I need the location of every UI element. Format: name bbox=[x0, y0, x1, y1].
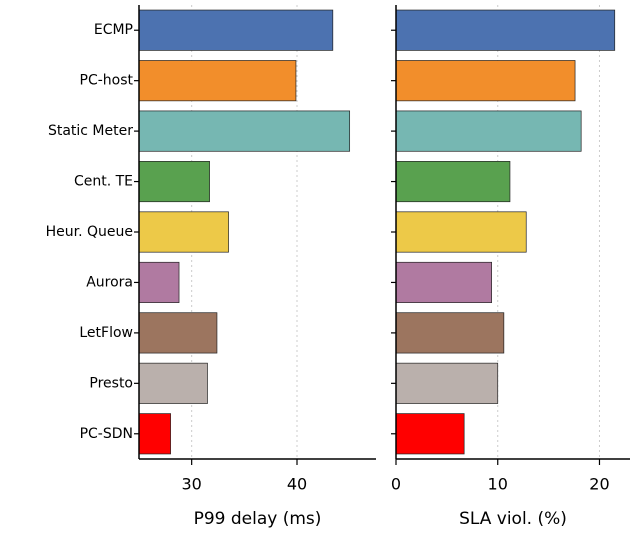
bar bbox=[138, 110, 351, 152]
bar bbox=[138, 413, 171, 455]
x-tick-label: 0 bbox=[391, 475, 401, 494]
bar bbox=[138, 261, 180, 303]
y-tick-label: Cent. TE bbox=[74, 174, 133, 190]
bar bbox=[138, 9, 334, 51]
y-tick-label: PC-SDN bbox=[80, 426, 133, 442]
x-axis-label: SLA viol. (%) bbox=[459, 509, 567, 529]
bar bbox=[395, 261, 492, 303]
y-tick-label: ECMP bbox=[94, 22, 133, 38]
bar bbox=[138, 362, 208, 404]
x-axis-label: P99 delay (ms) bbox=[194, 509, 322, 529]
bar bbox=[395, 312, 505, 354]
bar bbox=[395, 362, 499, 404]
y-tick-label: LetFlow bbox=[79, 325, 133, 341]
bar bbox=[138, 60, 297, 102]
bar bbox=[138, 211, 229, 253]
x-tick-label: 30 bbox=[181, 475, 201, 494]
bar bbox=[395, 9, 616, 51]
bar bbox=[138, 312, 218, 354]
bar bbox=[395, 161, 511, 203]
bar bbox=[395, 413, 465, 455]
y-tick-label: Presto bbox=[89, 375, 133, 391]
x-tick-label: 40 bbox=[287, 475, 307, 494]
x-tick-label: 20 bbox=[589, 475, 609, 494]
bar bbox=[395, 110, 582, 152]
y-tick-label: Static Meter bbox=[48, 123, 133, 139]
bar bbox=[138, 161, 210, 203]
y-tick-label: PC-host bbox=[80, 73, 134, 89]
x-tick-label: 10 bbox=[488, 475, 508, 494]
y-tick-label: Heur. Queue bbox=[46, 224, 133, 240]
bar bbox=[395, 211, 527, 253]
y-tick-label: Aurora bbox=[86, 274, 133, 290]
bar bbox=[395, 60, 576, 102]
